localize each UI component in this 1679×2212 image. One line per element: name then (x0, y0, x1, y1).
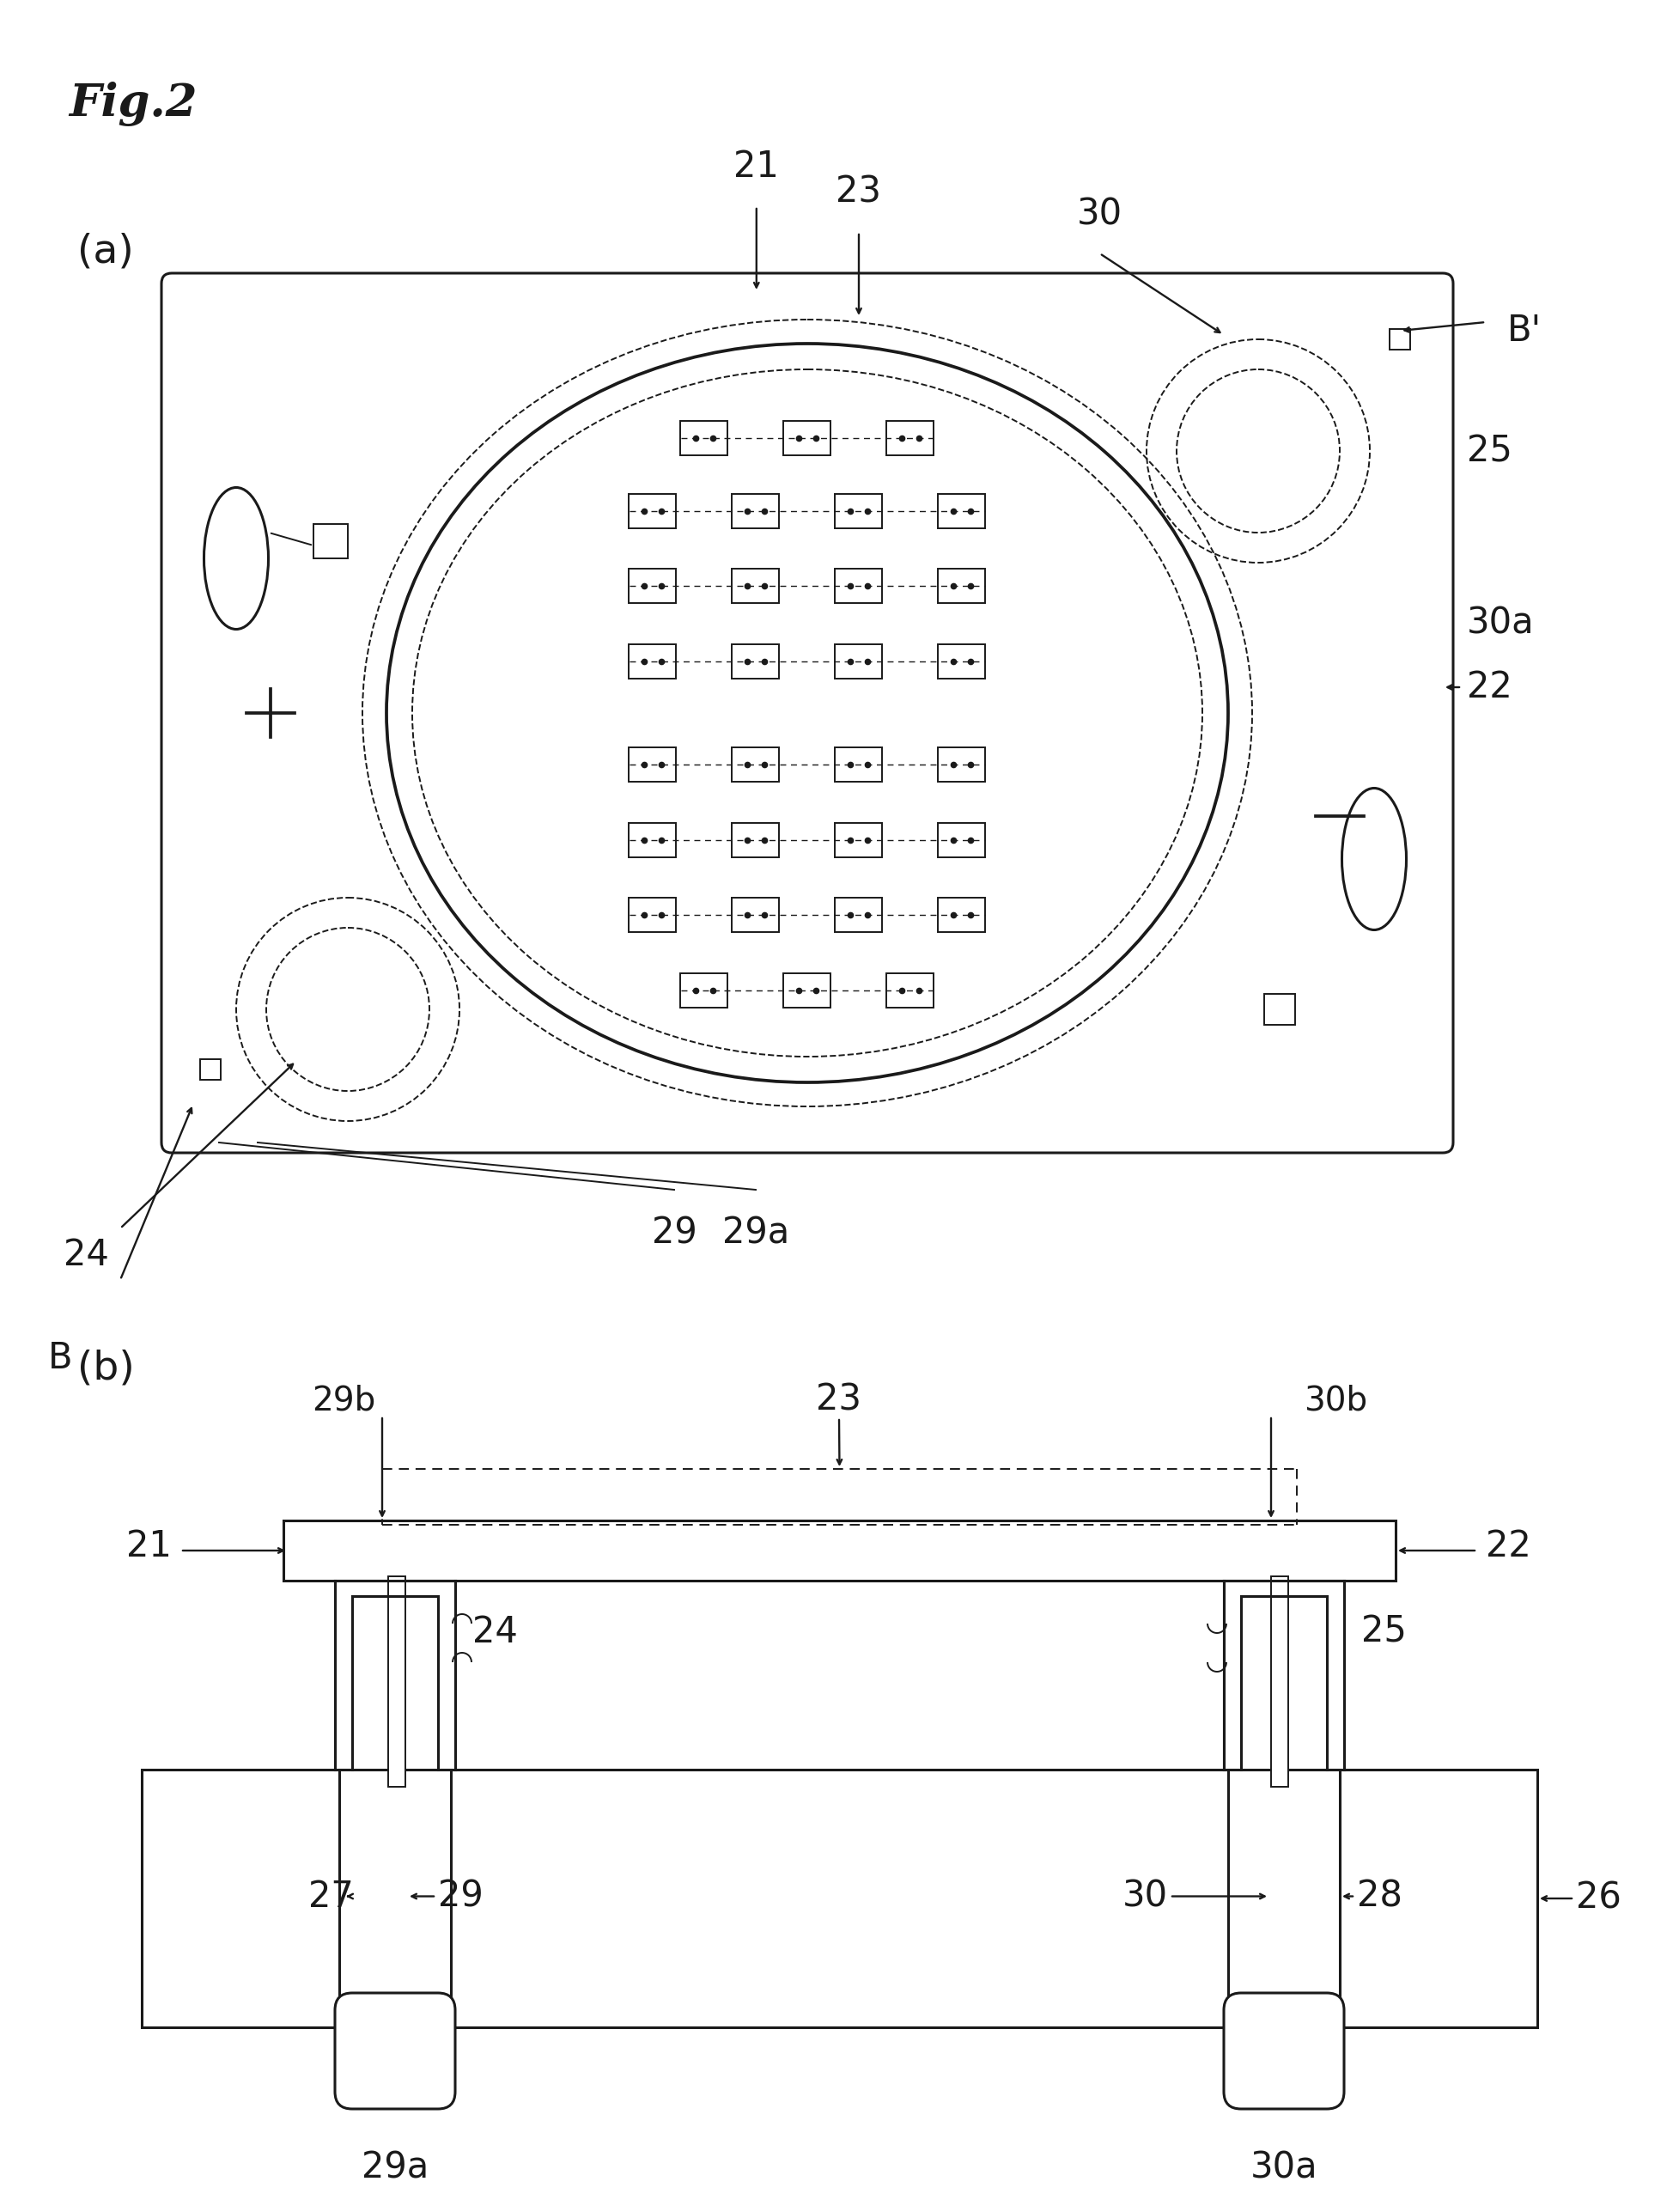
Text: 24: 24 (472, 1615, 517, 1650)
Text: Fig.2: Fig.2 (69, 82, 196, 126)
Bar (630, 568, 677, 604)
Bar (834, 493, 883, 529)
Bar (630, 644, 677, 679)
Text: 30b: 30b (1303, 1385, 1367, 1418)
Bar (834, 898, 883, 931)
Bar (939, 823, 986, 858)
Bar (1390, 330, 1410, 349)
Text: 29a: 29a (361, 2150, 428, 2185)
Text: 28: 28 (1357, 1878, 1402, 1913)
Ellipse shape (203, 487, 269, 628)
Text: 27: 27 (307, 1878, 353, 1913)
Bar (732, 644, 779, 679)
Text: B': B' (1508, 312, 1541, 349)
Text: 23: 23 (836, 175, 881, 210)
FancyBboxPatch shape (161, 272, 1452, 1152)
Text: B: B (47, 1340, 72, 1376)
Ellipse shape (1342, 787, 1407, 929)
Bar (732, 823, 779, 858)
Text: 24: 24 (64, 1237, 109, 1274)
Bar (784, 973, 831, 1009)
Bar (939, 493, 986, 529)
Bar (834, 748, 883, 781)
Bar (732, 748, 779, 781)
Bar (353, 1597, 438, 1770)
Bar (887, 973, 934, 1009)
Bar (1224, 1582, 1345, 1770)
Bar (314, 524, 348, 557)
Bar (680, 420, 729, 456)
Bar (630, 823, 677, 858)
Bar (1227, 1770, 1340, 2024)
Text: 29: 29 (651, 1217, 697, 1252)
Text: 30: 30 (1076, 197, 1123, 232)
FancyBboxPatch shape (1224, 1993, 1345, 2108)
Text: (b): (b) (77, 1349, 134, 1387)
Text: 21: 21 (126, 1528, 171, 1564)
Text: 23: 23 (816, 1380, 861, 1418)
Text: 30a: 30a (1251, 2150, 1318, 2185)
Text: 29: 29 (438, 1878, 484, 1913)
Text: (a): (a) (77, 232, 134, 270)
Text: 29b: 29b (312, 1385, 376, 1418)
Bar (887, 420, 934, 456)
Bar (1241, 1597, 1326, 1770)
Bar (939, 898, 986, 931)
Bar (732, 568, 779, 604)
Bar (939, 748, 986, 781)
Bar (141, 1770, 1538, 2028)
Text: 29a: 29a (722, 1217, 789, 1252)
Text: 25: 25 (1362, 1615, 1407, 1650)
Bar (1264, 993, 1295, 1024)
Text: 22: 22 (1467, 670, 1513, 706)
Bar (630, 898, 677, 931)
Bar (630, 493, 677, 529)
Bar (200, 1060, 220, 1079)
Text: 30: 30 (1122, 1878, 1169, 1913)
Bar (339, 1770, 452, 2024)
Bar (732, 898, 779, 931)
Text: 25: 25 (1467, 434, 1513, 469)
Bar (939, 568, 986, 604)
Bar (939, 644, 986, 679)
Bar (388, 1577, 405, 1787)
Text: 30a: 30a (1467, 604, 1535, 641)
Bar (784, 420, 831, 456)
Text: 21: 21 (734, 148, 779, 184)
Bar (1271, 1577, 1288, 1787)
Bar (834, 568, 883, 604)
Bar (630, 748, 677, 781)
Bar (732, 493, 779, 529)
Bar (284, 1520, 1395, 1582)
Bar (834, 644, 883, 679)
Text: 22: 22 (1486, 1528, 1531, 1564)
FancyBboxPatch shape (334, 1993, 455, 2108)
Bar (834, 823, 883, 858)
Text: 26: 26 (1577, 1880, 1622, 1916)
Bar (680, 973, 729, 1009)
Bar (334, 1582, 455, 1770)
